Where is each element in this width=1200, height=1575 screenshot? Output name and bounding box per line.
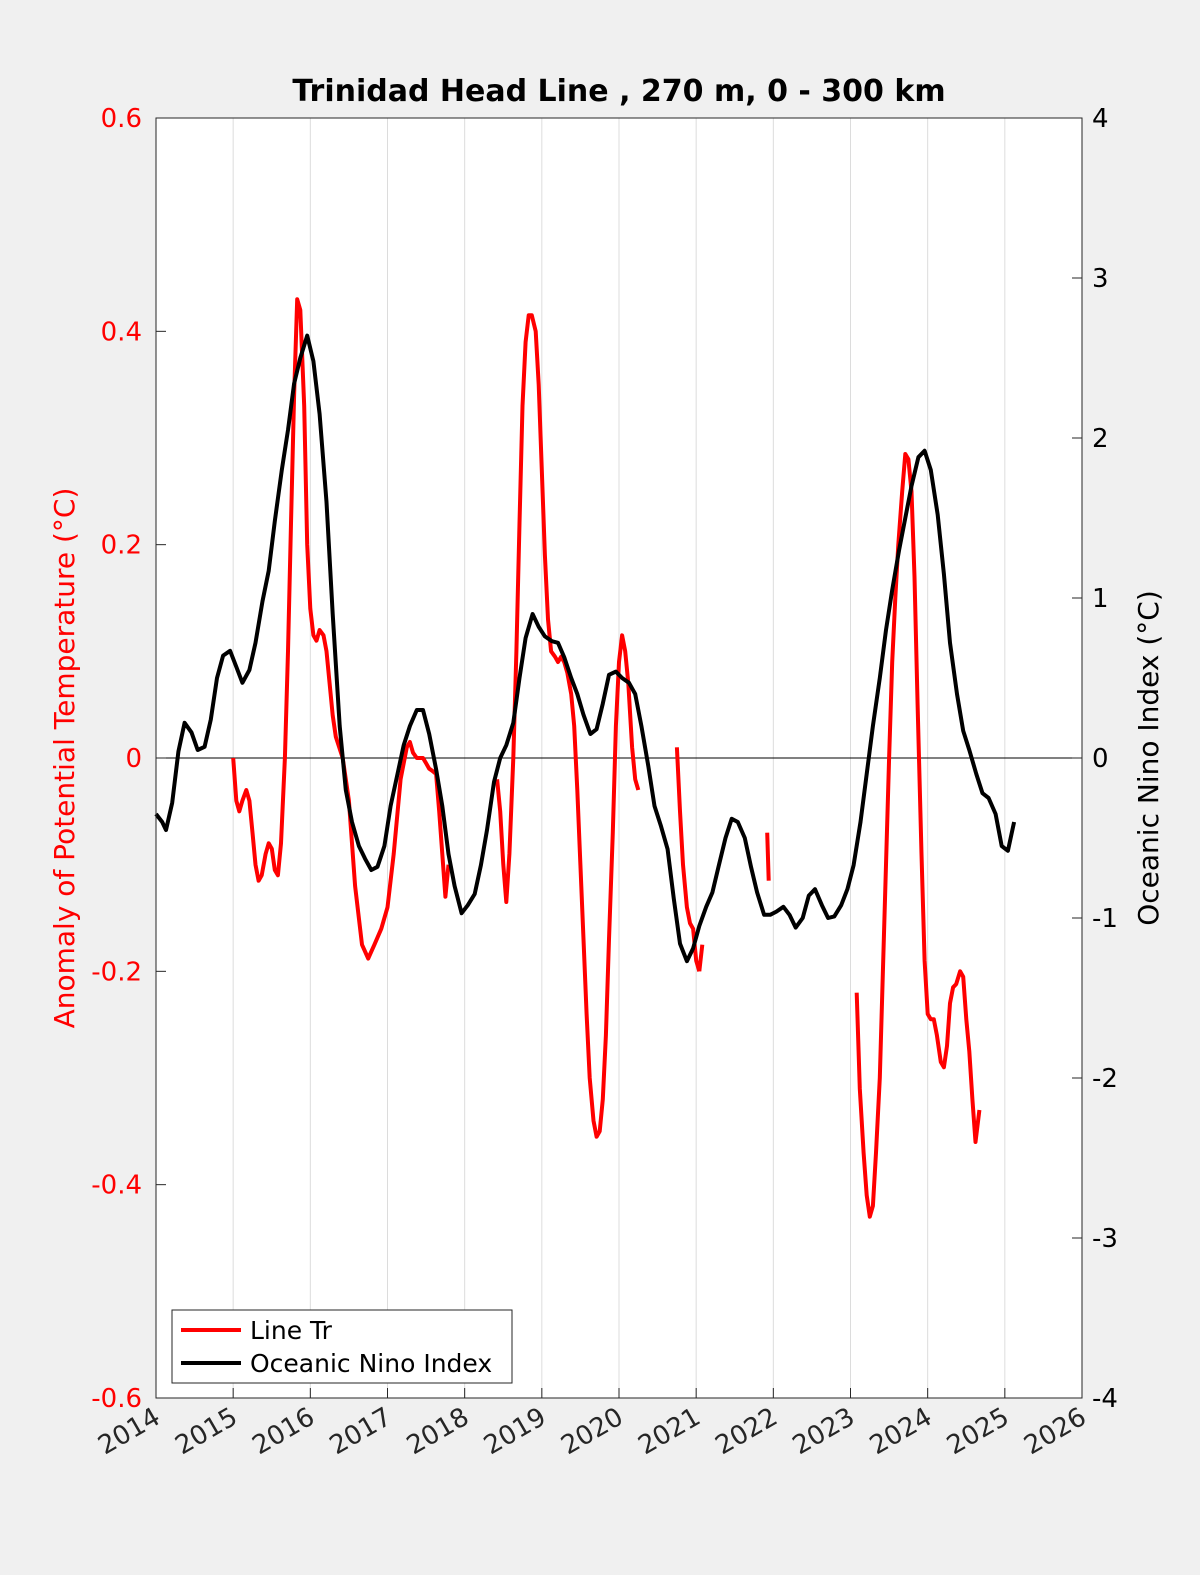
right-y-tick-label: -1 bbox=[1092, 904, 1118, 934]
series-line-tr-segment bbox=[674, 747, 702, 972]
right-y-tick-label: -4 bbox=[1092, 1384, 1118, 1414]
left-y-tick-label: -0.2 bbox=[91, 957, 142, 987]
left-axis-label: Anomaly of Potential Temperature (°C) bbox=[48, 488, 81, 1029]
chart-title: Trinidad Head Line , 270 m, 0 - 300 km bbox=[292, 74, 945, 109]
left-y-tick-label: 0.6 bbox=[101, 104, 142, 134]
right-axis-label: Oceanic Nino Index (°C) bbox=[1132, 590, 1165, 926]
series-line-tr-segment bbox=[765, 832, 771, 881]
legend-label-line-tr: Line Tr bbox=[250, 1316, 333, 1345]
left-y-tick-label: 0 bbox=[125, 744, 142, 774]
series-line-tr-segment bbox=[495, 313, 641, 1139]
right-y-tick-label: 4 bbox=[1092, 104, 1109, 134]
series-line-tr-segment bbox=[854, 452, 982, 1219]
right-y-tick-label: 1 bbox=[1092, 584, 1109, 614]
legend-box bbox=[171, 1309, 513, 1384]
left-y-tick-label: -0.4 bbox=[91, 1171, 142, 1201]
right-y-tick-label: 0 bbox=[1092, 744, 1109, 774]
left-y-tick-label: 0.2 bbox=[101, 531, 142, 561]
series-line-tr-segment bbox=[697, 944, 705, 972]
right-y-tick-label: 3 bbox=[1092, 264, 1109, 294]
series-line-tr-segment bbox=[231, 297, 451, 961]
right-y-tick-label: 2 bbox=[1092, 424, 1109, 454]
legend-label-oni: Oceanic Nino Index bbox=[250, 1349, 492, 1378]
legend: Line Tr Oceanic Nino Index bbox=[171, 1309, 513, 1384]
series-oni-line bbox=[154, 333, 1017, 964]
series-layer bbox=[154, 297, 1017, 1219]
left-y-tick-label: 0.4 bbox=[101, 317, 142, 347]
right-y-tick-label: -3 bbox=[1092, 1224, 1118, 1254]
right-y-tick-label: -2 bbox=[1092, 1064, 1118, 1094]
left-y-tick-label: -0.6 bbox=[91, 1384, 142, 1414]
